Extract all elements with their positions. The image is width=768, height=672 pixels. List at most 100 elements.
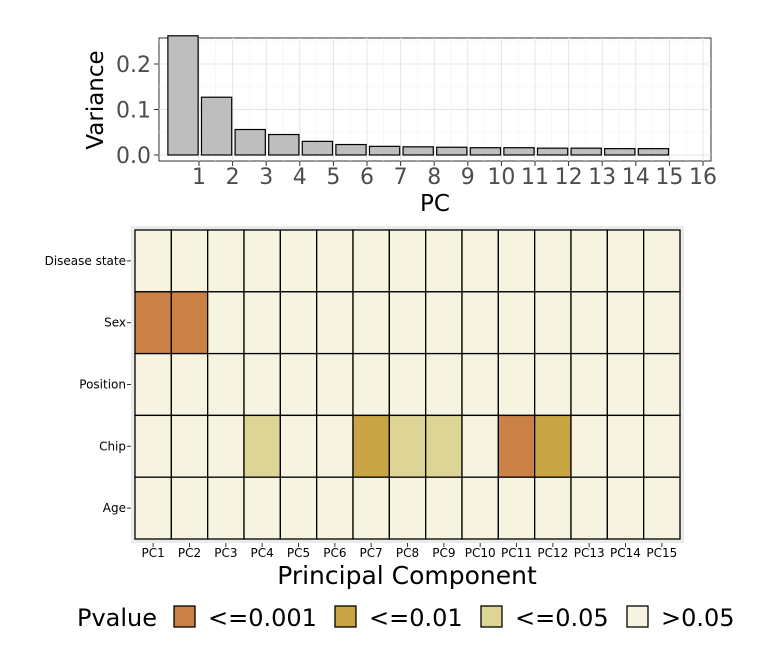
bar-15 bbox=[637, 148, 670, 156]
heatmap-cell-PC10 bbox=[461, 291, 499, 355]
bar-5 bbox=[301, 140, 334, 156]
heatmap-cell-PC15 bbox=[643, 229, 681, 293]
heatmap-cell-PC14 bbox=[606, 352, 645, 417]
heatmap-cell-PC7 bbox=[352, 229, 390, 293]
variance-chart: 0.00.10.21 2 3 4 5 6 7 8 9 10 11 12 13 14 15 16PCVarian… bbox=[83, 35, 717, 217]
heatmap-cell-PC9 bbox=[425, 229, 463, 293]
x-tick-label: 9 bbox=[461, 165, 475, 190]
heatmap-cell-PC8 bbox=[388, 476, 427, 540]
bar-9 bbox=[436, 146, 468, 156]
column-label: PC7 bbox=[360, 546, 383, 560]
heatmap-cell-PC10 bbox=[461, 414, 499, 478]
bar-8 bbox=[402, 146, 434, 156]
heatmap-cell-PC3 bbox=[207, 229, 245, 293]
heatmap-cell-PC14 bbox=[606, 414, 645, 478]
heatmap-cell-PC12 bbox=[534, 229, 572, 293]
heatmap-cell-PC3 bbox=[207, 291, 245, 355]
heatmap-cell-PC2 bbox=[170, 476, 209, 540]
heatmap-cell-PC1 bbox=[134, 476, 172, 540]
heatmap-cell-PC1 bbox=[134, 291, 172, 355]
heatmap-cell-PC12 bbox=[534, 476, 572, 540]
bar-14 bbox=[604, 148, 636, 156]
heatmap-cell-PC13 bbox=[570, 229, 608, 293]
heatmap-cell-PC4 bbox=[243, 414, 281, 478]
heatmap-cell-PC13 bbox=[570, 414, 608, 478]
heatmap-cell-PC4 bbox=[243, 352, 281, 417]
heatmap-cell-PC13 bbox=[570, 291, 608, 355]
heatmap-x-axis-title: Principal Component bbox=[277, 561, 537, 590]
heatmap-cell-PC13 bbox=[570, 352, 608, 417]
column-label: PC10 bbox=[465, 546, 496, 560]
row-label: Disease state bbox=[45, 254, 126, 268]
x-tick-label: 2 bbox=[226, 165, 240, 190]
heatmap-cell-PC5 bbox=[279, 229, 318, 293]
x-tick-label: 7 bbox=[394, 165, 408, 190]
heatmap-cell-PC2 bbox=[170, 229, 209, 293]
heatmap-cell-PC15 bbox=[643, 476, 681, 540]
legend-key bbox=[480, 605, 503, 628]
legend-title: Pvalue bbox=[77, 604, 157, 632]
column-label: PC13 bbox=[574, 546, 605, 560]
heatmap-cell-PC3 bbox=[207, 414, 245, 478]
heatmap-cell-PC4 bbox=[243, 229, 281, 293]
heatmap-cell-PC6 bbox=[316, 352, 354, 417]
heatmap-cell-PC15 bbox=[643, 352, 681, 417]
heatmap-cell-PC11 bbox=[497, 352, 536, 417]
heatmap-cell-PC15 bbox=[643, 414, 681, 478]
heatmap-cell-PC3 bbox=[207, 476, 245, 540]
heatmap-cell-PC6 bbox=[316, 476, 354, 540]
heatmap-cell-PC8 bbox=[388, 352, 427, 417]
heatmap-cell-PC8 bbox=[388, 229, 427, 293]
legend-key bbox=[173, 605, 196, 628]
column-label: PC5 bbox=[287, 546, 310, 560]
heatmap-cell-PC3 bbox=[207, 352, 245, 417]
legend-label: >0.05 bbox=[661, 604, 735, 632]
column-label: PC9 bbox=[432, 546, 455, 560]
row-label: Age bbox=[103, 501, 126, 515]
heatmap-cell-PC10 bbox=[461, 352, 499, 417]
heatmap-cell-PC6 bbox=[316, 291, 354, 355]
heatmap-cell-PC12 bbox=[534, 291, 572, 355]
heatmap-cell-PC12 bbox=[534, 352, 572, 417]
x-tick-label: 16 bbox=[689, 165, 717, 190]
heatmap-cell-PC11 bbox=[497, 476, 536, 540]
heatmap-cell-PC5 bbox=[279, 291, 318, 355]
heatmap-cell-PC2 bbox=[170, 352, 209, 417]
row-label: Chip bbox=[99, 439, 126, 453]
heatmap-cell-PC9 bbox=[425, 291, 463, 355]
bar-11 bbox=[503, 147, 535, 156]
x-tick-label: 15 bbox=[655, 165, 683, 190]
x-axis-title: PC bbox=[420, 191, 450, 217]
heatmap-cell-PC2 bbox=[170, 291, 209, 355]
heatmap-cell-PC14 bbox=[606, 229, 645, 293]
heatmap-cell-PC12 bbox=[534, 414, 572, 478]
bar-12 bbox=[536, 147, 569, 156]
column-label: PC3 bbox=[214, 546, 237, 560]
y-tick-label: 0.1 bbox=[116, 99, 151, 124]
row-label: Sex bbox=[104, 316, 126, 330]
column-label: PC14 bbox=[610, 546, 641, 560]
column-label: PC6 bbox=[323, 546, 346, 560]
x-tick-label: 4 bbox=[293, 165, 307, 190]
x-tick-label: 13 bbox=[588, 165, 616, 190]
heatmap-cell-PC9 bbox=[425, 352, 463, 417]
y-tick-label: 0.0 bbox=[116, 144, 151, 169]
heatmap-cell-PC2 bbox=[170, 414, 209, 478]
column-label: PC1 bbox=[142, 546, 165, 560]
heatmap-cell-PC10 bbox=[461, 476, 499, 540]
y-axis-title: Variance bbox=[83, 50, 109, 149]
bar-13 bbox=[570, 147, 602, 156]
x-tick-label: 11 bbox=[521, 165, 549, 190]
x-tick-label: 10 bbox=[487, 165, 515, 190]
heatmap-cell-PC5 bbox=[279, 352, 318, 417]
bar-3 bbox=[234, 128, 266, 156]
heatmap-cell-PC14 bbox=[606, 291, 645, 355]
heatmap-cell-PC1 bbox=[134, 229, 172, 293]
x-tick-label: 1 bbox=[192, 165, 206, 190]
heatmap-cell-PC9 bbox=[425, 476, 463, 540]
heatmap-cell-PC8 bbox=[388, 414, 427, 478]
heatmap-cell-PC4 bbox=[243, 476, 281, 540]
bar-4 bbox=[268, 133, 300, 156]
legend-label: <=0.001 bbox=[208, 604, 317, 632]
x-tick-label: 14 bbox=[622, 165, 650, 190]
